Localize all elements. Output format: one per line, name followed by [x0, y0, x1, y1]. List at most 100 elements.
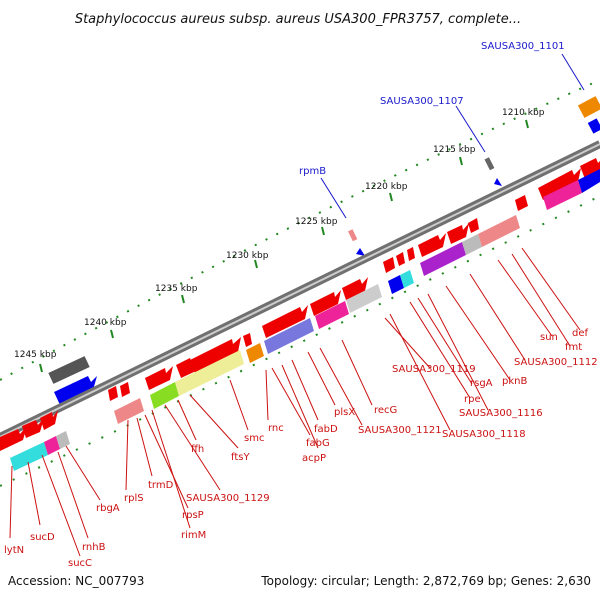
- cluster-block: [10, 442, 48, 471]
- cluster-block: [543, 180, 582, 210]
- gene-arrow: [0, 426, 27, 451]
- gene-label: fabG: [306, 438, 330, 449]
- scale-tick: [254, 259, 258, 269]
- feature-block: [577, 96, 600, 118]
- accession-text: Accession: NC_007793: [8, 574, 144, 588]
- scale-tick-labels: 1245 kbp 1240 kbp 1235 kbp 1230 kbp 1225…: [14, 108, 545, 360]
- leader-line: [281, 364, 319, 449]
- gene-label: SAUSA300_1129: [186, 493, 270, 504]
- leader-line: [427, 293, 489, 411]
- topology-text: Topology: circular; Length: 2,872,769 bp…: [260, 574, 591, 588]
- gene-arrow: [383, 257, 395, 273]
- cluster-block: [56, 431, 70, 449]
- gene-label-top: SAUSA300_1101: [481, 41, 565, 52]
- cluster-block: [264, 318, 314, 354]
- gene-label: rimM: [181, 530, 206, 541]
- leader-line: [151, 409, 191, 529]
- cluster-block: [346, 284, 382, 313]
- cluster-block: [420, 242, 466, 276]
- gene-label: def: [572, 328, 589, 339]
- leader-line: [271, 367, 311, 436]
- leader-line: [341, 339, 373, 406]
- leader-line: [27, 461, 41, 526]
- map-title: Staphylococcus aureus subsp. aureus USA3…: [75, 12, 521, 27]
- outer-feature-track: [48, 96, 600, 405]
- gene-arrow: [108, 386, 118, 401]
- leader-line: [389, 313, 451, 431]
- leader-line: [189, 394, 239, 449]
- gene-arrow: [145, 366, 173, 390]
- feature-block: [348, 229, 358, 242]
- gene-label: SAUSA300_1118: [442, 429, 526, 440]
- gene-labels: lytN sucD sucC rnhB rbgA rplS trmD rpsP …: [4, 328, 598, 569]
- leader-line: [9, 465, 13, 539]
- scale-tick: [525, 119, 529, 129]
- scale-tick-label: 1210 kbp: [502, 108, 545, 118]
- feature-block: [48, 356, 90, 384]
- leader-line: [409, 301, 471, 399]
- scale-tick: [459, 156, 463, 166]
- leader-line: [307, 351, 336, 406]
- gene-arrow: [418, 233, 446, 257]
- gene-label: SAUSA300_1121: [358, 425, 442, 436]
- leader-line: [561, 53, 585, 91]
- leader-line: [229, 379, 249, 431]
- gene-label: sun: [540, 332, 558, 343]
- gene-arrow: [262, 305, 308, 338]
- cluster-block: [175, 350, 244, 396]
- gene-label: rplS: [124, 493, 144, 504]
- gene-label: recG: [374, 405, 397, 416]
- scale-tick-label: 1220 kbp: [365, 182, 408, 192]
- gene-label: SAUSA300_1116: [459, 408, 543, 419]
- gene-arrow: [120, 382, 130, 397]
- leader-line: [164, 404, 221, 491]
- leader-line: [65, 445, 101, 501]
- leader-line: [144, 414, 189, 509]
- gene-label-top: SAUSA300_1107: [380, 96, 464, 107]
- leader-line: [125, 419, 129, 491]
- scale-tick-label: 1235 kbp: [155, 284, 198, 294]
- gene-arrow: [310, 290, 341, 316]
- cluster-block: [44, 436, 60, 455]
- gene-leader-lines: [9, 247, 581, 557]
- scale-ticks: [39, 119, 529, 373]
- gene-arrow: [396, 252, 405, 266]
- leader-line: [469, 273, 526, 361]
- gene-arrow: [468, 218, 479, 233]
- gene-label: SAUSA300_1112: [514, 357, 598, 368]
- cluster-block: [246, 343, 264, 363]
- leader-line: [497, 259, 553, 337]
- cluster-block: [388, 275, 404, 294]
- leader-line: [511, 253, 571, 347]
- scale-tick-label: 1215 kbp: [433, 145, 476, 155]
- gene-label: ffh: [191, 444, 204, 455]
- marker: [356, 248, 365, 256]
- gene-label: rnhB: [82, 542, 106, 553]
- scale-tick: [389, 192, 393, 202]
- leader-line: [136, 417, 153, 477]
- scale-tick: [39, 363, 43, 373]
- gene-label: fabD: [314, 424, 338, 435]
- leader-line: [57, 451, 89, 539]
- feature-block: [587, 118, 600, 134]
- gene-label: rnc: [268, 423, 284, 434]
- gene-label: rsgA: [470, 378, 493, 389]
- leader-line: [291, 359, 319, 421]
- scale-tick-label: 1240 kbp: [84, 318, 127, 328]
- gene-label: smc: [244, 433, 264, 444]
- gene-label-top: rpmB: [299, 166, 326, 177]
- cluster-block: [150, 382, 179, 409]
- inner-scale-dots: [0, 195, 600, 487]
- scale-tick: [181, 294, 185, 304]
- cluster-block: [315, 301, 349, 329]
- gene-arrow: [407, 247, 415, 261]
- gene-arrow: [447, 223, 469, 244]
- leader-line: [41, 454, 81, 557]
- forward-gene-track: [0, 158, 600, 451]
- cluster-block: [578, 169, 600, 193]
- gene-label: sucD: [30, 532, 55, 543]
- gene-label: fmt: [565, 342, 582, 353]
- leader-line: [445, 285, 511, 381]
- gene-label: pknB: [502, 376, 527, 387]
- gene-arrow: [190, 337, 241, 373]
